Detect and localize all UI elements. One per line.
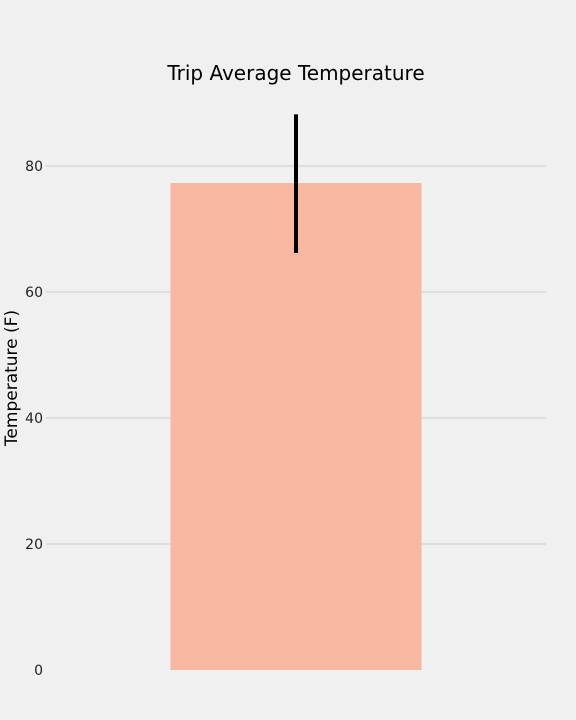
chart-title: Trip Average Temperature bbox=[166, 61, 424, 85]
y-tick-label: 80 bbox=[25, 159, 43, 175]
y-tick-label: 0 bbox=[34, 663, 43, 679]
bars bbox=[170, 183, 422, 670]
y-tick-label: 40 bbox=[25, 411, 43, 427]
bar bbox=[170, 183, 422, 670]
y-tick-label: 60 bbox=[25, 285, 43, 301]
y-tick-label: 20 bbox=[25, 537, 43, 553]
y-axis-label: Temperature (F) bbox=[2, 310, 22, 447]
y-tick-labels: 0 20 40 60 80 bbox=[25, 159, 43, 679]
